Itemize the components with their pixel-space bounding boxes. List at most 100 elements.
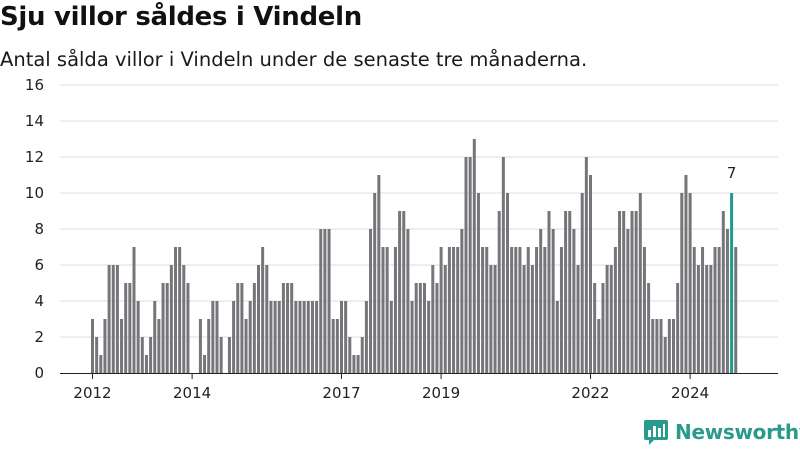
bar [290,283,294,373]
bar [622,211,626,373]
bar [215,301,219,373]
bar [618,211,622,373]
bar [281,283,285,373]
bar [153,301,157,373]
bar [443,265,447,373]
bar [547,211,551,373]
bar [182,265,186,373]
bar [597,319,601,373]
bar [356,355,360,373]
x-tick-label: 2022 [571,384,609,402]
bar [506,193,509,373]
y-tick-label: 8 [34,220,44,238]
bar [476,193,480,373]
bar [705,265,709,373]
bar [564,211,568,373]
bar [584,157,588,373]
bar [107,265,111,373]
bar [240,283,244,373]
bar [642,247,646,373]
bar [331,319,335,373]
bar [688,193,692,373]
bar [701,247,705,373]
bar [377,175,381,373]
bar [132,247,136,373]
bar [514,247,518,373]
bar [423,283,426,373]
bar [393,247,397,373]
bar [713,247,717,373]
bar [593,283,597,373]
bar [572,229,576,373]
bar [605,265,609,373]
bar [232,301,236,373]
bar [535,247,539,373]
bar [198,319,202,373]
bar [555,301,559,373]
chart-subtitle: Antal sålda villor i Vindeln under de se… [0,48,588,71]
bar [589,175,592,373]
bar [111,265,115,373]
bar [165,283,169,373]
bar [501,157,505,373]
bar [373,193,377,373]
y-tick-label: 4 [34,292,44,310]
bar [323,229,327,373]
bar [273,301,277,373]
bar [306,301,310,373]
bar [169,265,173,373]
bar [452,247,456,373]
x-axis: 2012 2014 2017 2019 2022 2024 [60,373,778,402]
bar [543,247,547,373]
x-tick-label: 2014 [173,384,211,402]
bar [427,301,431,373]
bar [601,283,605,373]
bars [91,139,738,373]
bar [418,283,422,373]
bar [709,265,713,373]
bar [568,211,572,373]
bar [310,301,314,373]
bar [530,265,534,373]
bar [294,301,298,373]
bar [410,301,414,373]
bar [659,319,663,373]
bar [721,211,725,373]
bar [385,247,389,373]
bar [91,319,94,373]
data-labels: 7 [727,164,737,182]
bar [634,211,638,373]
bar [286,283,290,373]
bar [680,193,684,373]
chart-title: Sju villor såldes i Vindeln [0,2,362,32]
bar [402,211,406,373]
bar [456,247,460,373]
newsworthy-icon [644,420,668,445]
bar [447,247,451,373]
bar [468,157,472,373]
y-tick-label: 0 [34,364,44,382]
bar [518,247,522,373]
bar [340,301,343,373]
bar [734,247,738,373]
bar [335,319,339,373]
bar [725,229,729,373]
bar [381,247,385,373]
y-tick-label: 6 [34,256,44,274]
bar [651,319,655,373]
bar [692,247,696,373]
bar [414,283,418,373]
bar [103,319,107,373]
bar [99,355,103,373]
bar [522,265,526,373]
bar [676,283,680,373]
bar [186,283,190,373]
bar [609,265,613,373]
bar [302,301,306,373]
bar [144,355,148,373]
bar [319,229,323,373]
bar [551,229,555,373]
bar [435,283,439,373]
bar [136,301,140,373]
newsworthy-logo: Newsworthy [643,418,800,446]
